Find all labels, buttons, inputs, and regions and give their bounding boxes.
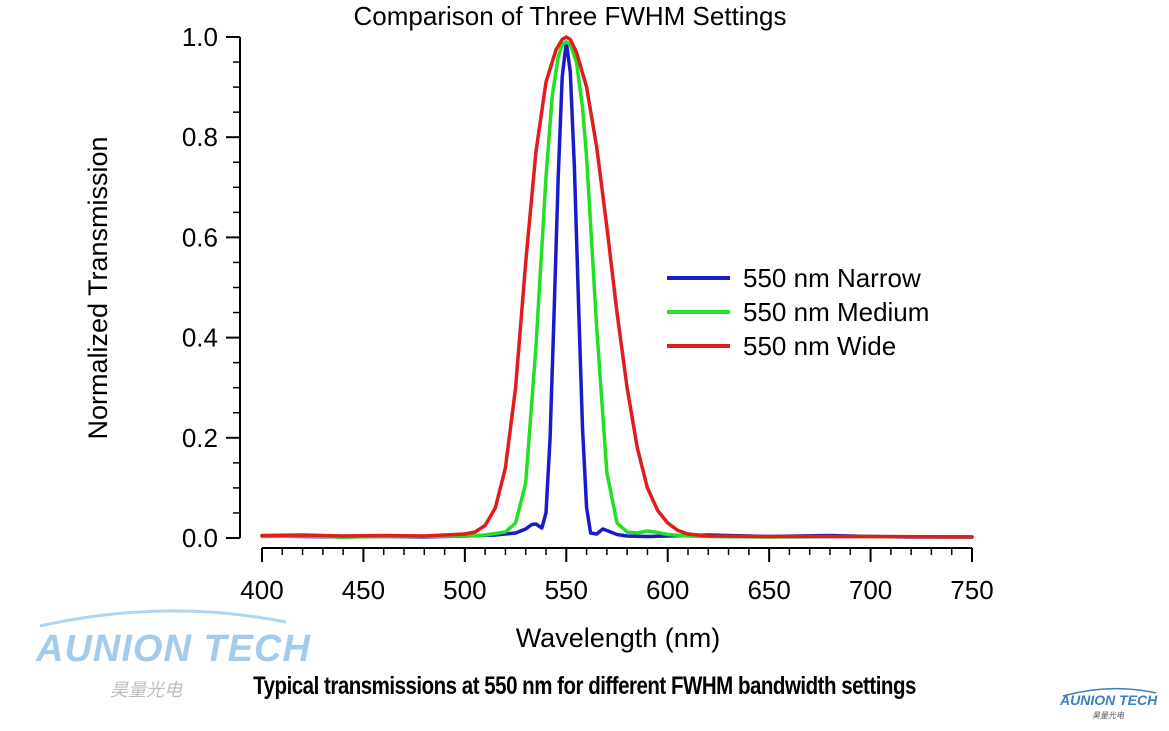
legend-label: 550 nm Narrow bbox=[743, 263, 921, 293]
corner-logo-brand: AUNION TECH bbox=[1060, 692, 1158, 708]
x-tick-label: 450 bbox=[342, 575, 385, 605]
y-tick-label: 0.8 bbox=[182, 122, 218, 152]
logo-brand: AUNION TECH bbox=[36, 628, 311, 670]
axes: 400 450 500 550 600 650 700 750 0.0 0.2 0.4 0.6 0.8 1… bbox=[182, 22, 994, 605]
x-tick-label: 400 bbox=[240, 575, 283, 605]
logo-swoosh-icon bbox=[1062, 687, 1157, 697]
y-tick-label: 0.2 bbox=[182, 423, 218, 453]
legend-label: 550 nm Wide bbox=[743, 331, 896, 361]
x-tick-label: 550 bbox=[545, 575, 588, 605]
legend-label: 550 nm Medium bbox=[743, 297, 929, 327]
y-tick-label: 0.4 bbox=[182, 323, 218, 353]
figure-caption: Typical transmissions at 550 nm for diff… bbox=[253, 672, 916, 700]
y-axis-label: Normalized Transmission bbox=[83, 136, 113, 439]
y-tick-label: 0.0 bbox=[182, 523, 218, 553]
x-tick-label: 750 bbox=[950, 575, 993, 605]
logo-swoosh-icon bbox=[39, 609, 287, 628]
watermark-logo: AUNION TECH 昊量光电 bbox=[30, 600, 310, 710]
series-layer bbox=[260, 35, 974, 539]
corner-logo: AUNION TECH 昊量光电 bbox=[1052, 686, 1164, 726]
logo-chinese: 昊量光电 bbox=[110, 680, 182, 701]
chart-title: Comparison of Three FWHM Settings bbox=[354, 1, 787, 31]
x-tick-label: 600 bbox=[646, 575, 689, 605]
legend: 550 nm Narrow 550 nm Medium 550 nm Wide bbox=[667, 263, 929, 361]
x-tick-label: 650 bbox=[747, 575, 790, 605]
x-axis-label: Wavelength (nm) bbox=[516, 623, 721, 653]
x-tick-label: 700 bbox=[849, 575, 892, 605]
y-tick-label: 1.0 bbox=[182, 22, 218, 52]
series-line-1 bbox=[260, 40, 974, 539]
corner-logo-chinese: 昊量光电 bbox=[1092, 711, 1124, 720]
series-line-2 bbox=[260, 35, 974, 539]
y-tick-label: 0.6 bbox=[182, 222, 218, 252]
x-tick-label: 500 bbox=[443, 575, 486, 605]
